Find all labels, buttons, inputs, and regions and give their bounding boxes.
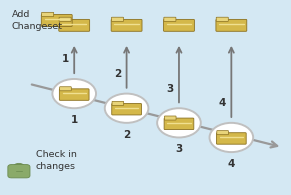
FancyBboxPatch shape: [111, 17, 123, 21]
Circle shape: [210, 123, 253, 152]
Circle shape: [105, 94, 148, 123]
Text: 3: 3: [175, 144, 182, 154]
Circle shape: [157, 108, 201, 137]
FancyBboxPatch shape: [216, 19, 247, 31]
Text: 4: 4: [219, 98, 226, 108]
Text: Add
Changeset: Add Changeset: [12, 10, 63, 31]
FancyBboxPatch shape: [164, 19, 194, 31]
FancyBboxPatch shape: [41, 14, 72, 26]
FancyBboxPatch shape: [217, 131, 228, 135]
Text: Check in
changes: Check in changes: [36, 151, 76, 171]
Text: 2: 2: [114, 69, 121, 79]
FancyBboxPatch shape: [59, 17, 71, 21]
Text: 4: 4: [228, 159, 235, 169]
FancyBboxPatch shape: [164, 118, 194, 129]
FancyBboxPatch shape: [217, 133, 246, 144]
FancyBboxPatch shape: [42, 12, 54, 17]
FancyBboxPatch shape: [112, 101, 124, 105]
Text: 2: 2: [123, 129, 130, 140]
FancyBboxPatch shape: [60, 87, 71, 91]
FancyBboxPatch shape: [111, 19, 142, 31]
FancyBboxPatch shape: [8, 165, 30, 178]
FancyBboxPatch shape: [112, 104, 141, 115]
Text: 3: 3: [167, 84, 174, 94]
FancyBboxPatch shape: [164, 116, 176, 120]
Text: 1: 1: [62, 54, 69, 65]
FancyBboxPatch shape: [164, 17, 176, 21]
FancyBboxPatch shape: [59, 19, 90, 31]
FancyBboxPatch shape: [216, 17, 228, 21]
Text: 1: 1: [71, 115, 78, 125]
FancyBboxPatch shape: [59, 89, 89, 100]
Circle shape: [52, 79, 96, 108]
Circle shape: [13, 163, 25, 171]
